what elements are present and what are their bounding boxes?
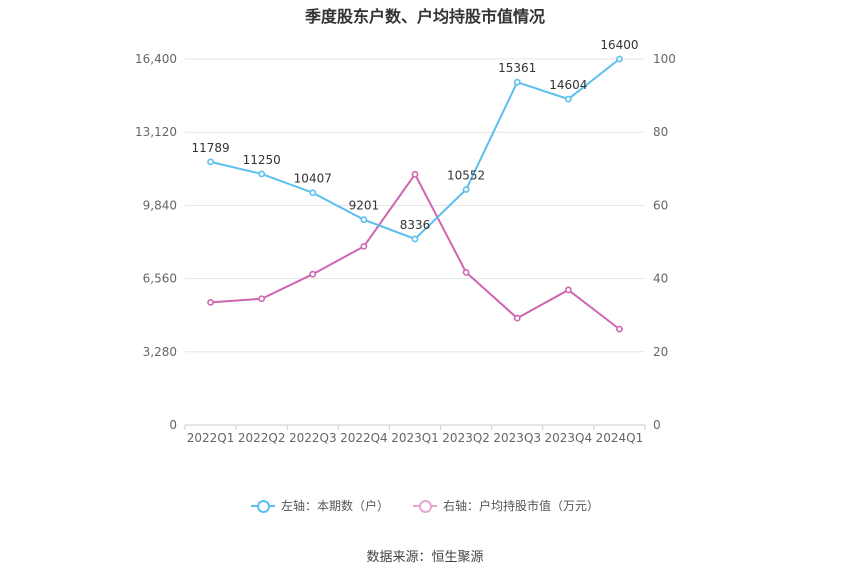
data-label: 15361 xyxy=(498,61,536,75)
legend-label-avg-value: 右轴：户均持股市值（万元） xyxy=(443,499,600,513)
data-label: 8336 xyxy=(400,218,431,232)
x-tick-label: 2023Q3 xyxy=(493,431,541,445)
y-left-tick-label: 6,560 xyxy=(143,272,177,286)
y-right-tick-label: 100 xyxy=(653,52,676,66)
legend-line-marker-icon xyxy=(250,499,275,513)
y-left-tick-label: 9,840 xyxy=(143,198,177,212)
data-label: 10552 xyxy=(447,169,485,183)
y-right-tick-label: 20 xyxy=(653,345,668,359)
data-label: 9201 xyxy=(349,199,380,213)
y-left-tick-label: 16,400 xyxy=(135,52,177,66)
x-tick-label: 2022Q4 xyxy=(340,431,388,445)
y-right-tick-label: 80 xyxy=(653,125,668,139)
data-label: 11789 xyxy=(191,141,229,155)
households-point xyxy=(462,186,470,193)
axis-labels: 0 3,280 6,560 9,840 13,120 16,400 0 20 40 60 80 100… xyxy=(135,52,676,445)
legend-item-households[interactable]: 左轴：本期数（户） xyxy=(250,497,389,514)
households-point xyxy=(564,95,572,103)
avg-value-point xyxy=(360,242,368,250)
x-tick-label: 2023Q2 xyxy=(442,431,490,445)
x-tick-label: 2024Q1 xyxy=(596,431,644,445)
avg-value-point xyxy=(616,325,623,333)
households-point xyxy=(258,170,266,178)
households-point xyxy=(513,78,521,86)
y-right-tick-label: 40 xyxy=(653,272,668,286)
households-point xyxy=(309,189,317,197)
avg-value-point xyxy=(258,295,266,303)
x-tick-label: 2022Q2 xyxy=(238,431,286,445)
y-left-tick-label: 0 xyxy=(169,418,177,432)
x-tick-label: 2022Q1 xyxy=(187,431,235,445)
households-point xyxy=(360,216,368,224)
data-labels: 11789 11250 10407 9201 8336 10552 15361 14604 16… xyxy=(191,38,638,232)
avg-value-point xyxy=(411,170,419,178)
y-left-tick-label: 13,120 xyxy=(135,125,177,139)
data-label: 14604 xyxy=(549,78,587,92)
x-tick-label: 2023Q1 xyxy=(391,431,439,445)
grid-lines xyxy=(184,58,646,430)
y-left-tick-label: 3,280 xyxy=(143,345,177,359)
households-point xyxy=(616,55,623,63)
data-label: 16400 xyxy=(600,38,638,52)
avg-value-point xyxy=(207,298,214,306)
x-tick-label: 2022Q3 xyxy=(289,431,337,445)
legend-line-marker-icon xyxy=(413,499,437,513)
avg-value-point xyxy=(462,268,470,276)
y-right-tick-label: 0 xyxy=(653,418,661,432)
legend-item-avg-value[interactable]: 右轴：户均持股市值（万元） xyxy=(413,497,599,514)
series xyxy=(207,55,623,333)
data-label: 10407 xyxy=(294,172,332,186)
chart-title: 季度股东户数、户均持股市值情况 xyxy=(304,7,545,26)
source-note: 数据来源：恒生聚源 xyxy=(366,550,484,565)
households-point xyxy=(207,158,214,166)
avg-value-point xyxy=(309,270,317,278)
legend-label-households: 左轴：本期数（户） xyxy=(280,499,389,513)
avg-value-point xyxy=(564,286,572,294)
households-point xyxy=(411,235,419,243)
data-label: 11250 xyxy=(243,153,281,167)
legend: 左轴：本期数（户） 右轴：户均持股市值（万元） xyxy=(0,497,850,514)
avg-value-point xyxy=(513,314,521,322)
y-right-tick-label: 60 xyxy=(653,198,668,212)
avg-value-line xyxy=(210,172,621,330)
x-tick-label: 2023Q4 xyxy=(545,431,593,445)
